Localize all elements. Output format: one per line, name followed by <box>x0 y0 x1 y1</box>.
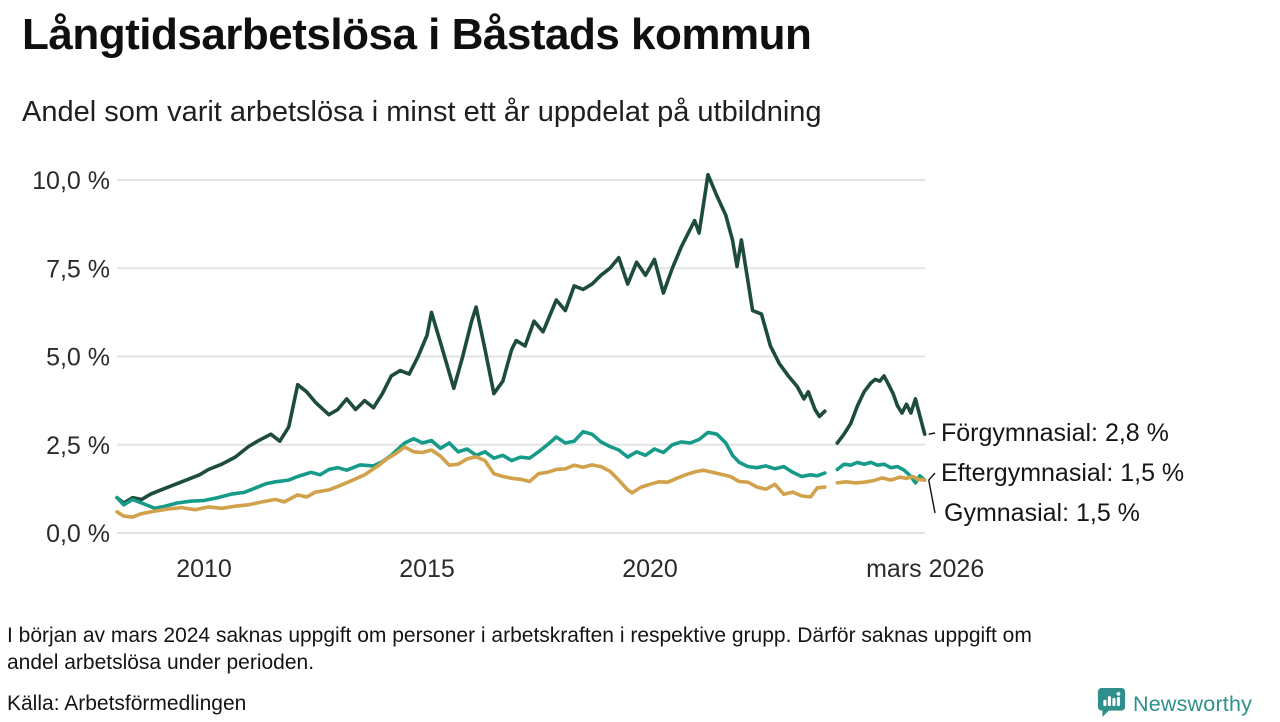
series-end-label-gymnasial: Gymnasial: 1,5 % <box>944 499 1140 527</box>
series-line-forgymnasial <box>115 172 827 505</box>
newsworthy-speech-bubble-bar-chart-icon <box>1097 687 1126 722</box>
series-line-gymnasial <box>835 474 927 485</box>
end-label-connector-gymnasial <box>928 479 936 514</box>
x-tick-label: mars 2026 <box>866 555 984 583</box>
chart-footnote: I början av mars 2024 saknas uppgift om … <box>7 622 1032 676</box>
footnote-line-2: andel arbetslösa under perioden. <box>7 651 315 674</box>
y-tick-label: 2,5 % <box>46 432 110 460</box>
footnote-line-1: I början av mars 2024 saknas uppgift om … <box>7 624 1032 647</box>
y-tick-label: 7,5 % <box>46 255 110 283</box>
source-credit: Källa: Arbetsförmedlingen <box>7 692 247 715</box>
end-label-connector-eftergymnasial <box>928 472 936 481</box>
y-tick-label: 5,0 % <box>46 344 110 372</box>
page-subtitle: Andel som varit arbetslösa i minst ett å… <box>22 96 822 128</box>
series-line-gymnasial <box>115 445 827 519</box>
x-tick-label: 2020 <box>622 555 678 583</box>
series-end-label-eftergymnasial: Eftergymnasial: 1,5 % <box>941 459 1185 487</box>
x-tick-label: 2010 <box>176 555 232 583</box>
page-title: Långtidsarbetslösa i Båstads kommun <box>22 10 812 59</box>
end-label-connector-forgymnasial <box>928 432 936 435</box>
series-line-eftergymnasial <box>115 429 827 511</box>
brand-name: Newsworthy <box>1133 692 1253 716</box>
series-line-forgymnasial <box>835 374 927 445</box>
x-tick-label: 2015 <box>399 555 455 583</box>
series-end-label-forgymnasial: Förgymnasial: 2,8 % <box>941 419 1169 447</box>
y-tick-label: 10,0 % <box>32 167 110 195</box>
series-line-eftergymnasial <box>835 460 927 485</box>
newsworthy-logo: Newsworthy <box>1097 687 1252 722</box>
y-tick-label: 0,0 % <box>46 520 110 548</box>
